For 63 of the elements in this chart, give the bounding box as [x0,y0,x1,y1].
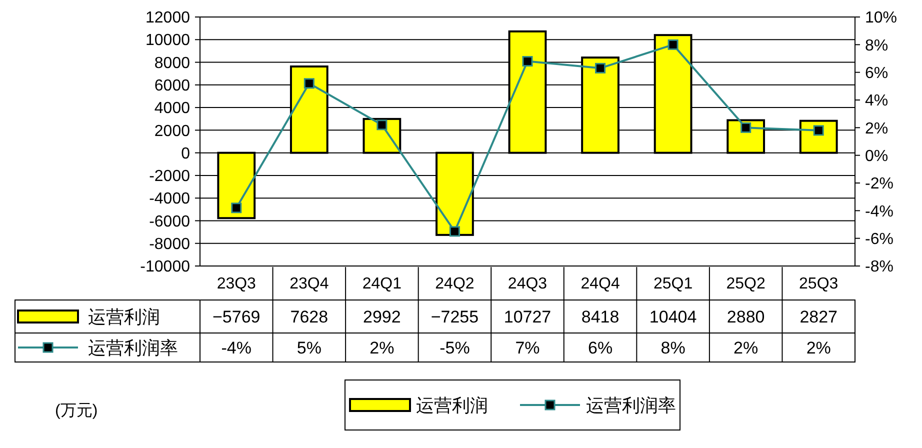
x-tick-label: 24Q4 [580,276,620,293]
data-label: 8% [660,338,686,358]
data-label: 2827 [800,307,838,326]
y2-tick-label: -6% [865,230,894,248]
data-label: 2880 [726,307,765,326]
point [668,39,678,50]
data-label: −5769 [212,307,260,326]
y2-tick-label: 0% [865,148,888,165]
point [813,125,824,136]
point [449,226,460,237]
point [740,122,752,133]
y-tick-label: 4000 [154,100,190,118]
y2-tick-label: -8% [865,258,894,276]
y2-tick-label: 2% [865,120,888,138]
data-label: 2% [806,338,831,358]
data-label: 2% [370,338,394,358]
x-tick-label: 24Q3 [508,276,548,293]
point [522,56,533,67]
data-label: -5% [440,338,470,358]
x-tick-label: 24Q1 [362,276,402,293]
y-tick-label: -4000 [149,190,190,208]
legend-label: 运营利润 [88,306,160,327]
y2-tick-label: 4% [865,92,888,110]
legend-label: 运营利润率 [88,338,178,358]
data-label: 7% [515,338,540,358]
y-tick-label: -2000 [149,168,190,186]
data-label: 10727 [504,307,552,326]
text: (万元) [55,402,98,420]
y-tick-label: 2000 [154,122,190,140]
x-tick-label: 25Q1 [653,276,693,293]
point [376,120,388,130]
point [595,62,606,74]
x-tick-label: 23Q4 [290,276,329,293]
y2-tick-label: 8% [865,37,888,54]
data-label: 2992 [363,307,401,326]
y-tick-label: -10000 [140,258,190,276]
point [231,202,242,214]
data-label: 2% [734,338,758,358]
y-tick-label: 0 [181,145,190,162]
data-label: 6% [588,338,613,358]
x-tick-label: 23Q3 [216,276,256,293]
x-tick-label: 25Q3 [799,276,838,293]
x-tick-label: 25Q2 [726,276,766,293]
data-label: 10404 [649,307,697,326]
y-tick-label: 12000 [146,10,190,27]
y-tick-label: 10000 [146,32,190,50]
data-label: 5% [296,338,322,358]
data-label: −7255 [430,307,479,326]
y2-tick-label: -4% [865,203,894,220]
text: 运营利润率 [586,395,676,416]
point [304,78,314,89]
y-tick-label: -8000 [149,236,190,253]
y-tick-label: 8000 [154,54,190,72]
y2-tick-label: 6% [865,64,888,82]
text: 运营利润 [416,395,488,416]
data-label: 8418 [581,307,620,326]
y-tick-label: 6000 [154,78,190,95]
data-label: -4% [221,338,252,358]
x-tick-label: 24Q2 [435,276,474,293]
y-tick-label: -6000 [149,213,190,230]
y2-tick-label: 10% [865,10,898,27]
y2-tick-label: -2% [865,176,894,193]
data-label: 7628 [290,307,328,326]
